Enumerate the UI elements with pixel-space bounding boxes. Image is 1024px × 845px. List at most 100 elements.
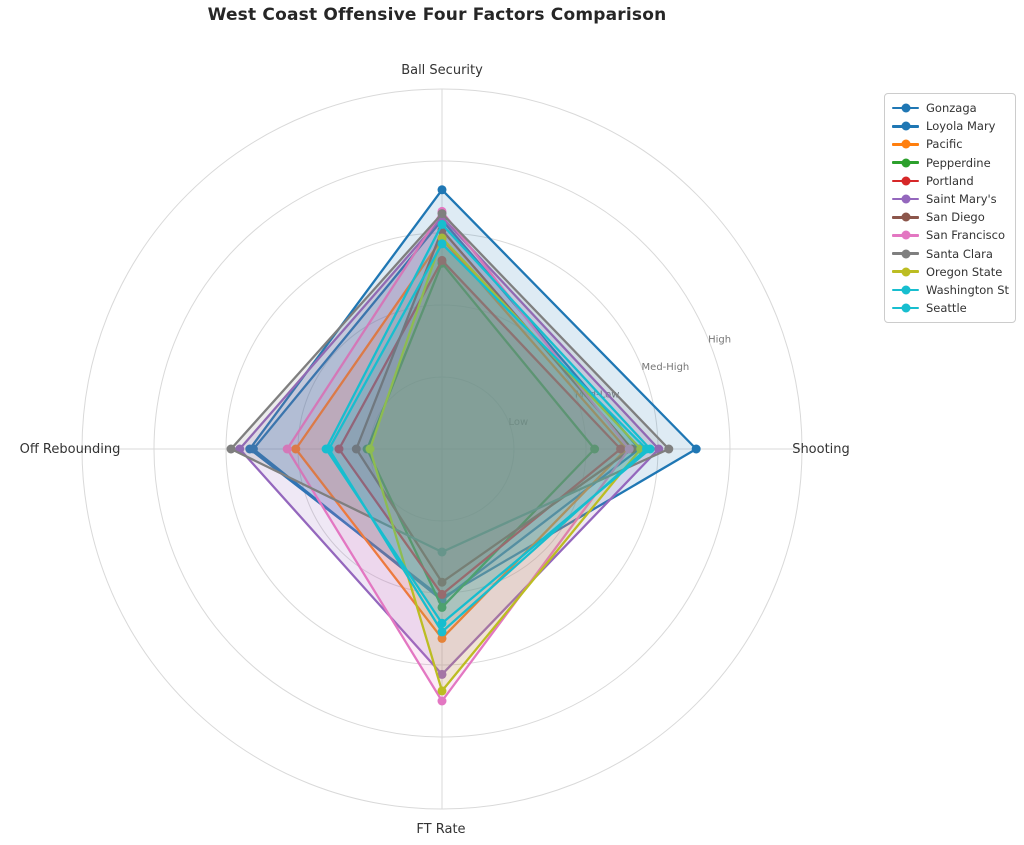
axis-label-off-rebounding: Off Rebounding — [20, 442, 121, 457]
legend-line-marker-icon — [892, 121, 919, 131]
legend-line-marker-icon — [892, 267, 919, 277]
legend-item-label: Washington St — [926, 282, 1010, 297]
radial-tick-label: Low — [509, 417, 529, 428]
series-fill — [367, 263, 595, 608]
series-point — [324, 444, 334, 454]
legend-item: Oregon State — [892, 263, 1008, 281]
series-point — [437, 547, 447, 557]
legend-item-label: Portland — [926, 173, 974, 188]
series-oregon-state — [365, 233, 646, 696]
series-point — [437, 185, 447, 195]
series-point — [437, 602, 447, 612]
legend-dot-icon — [901, 121, 910, 131]
radial-tick-label: Med-Low — [575, 389, 619, 400]
legend-dot-icon — [901, 158, 910, 168]
series-point — [437, 589, 447, 599]
series-point — [654, 444, 664, 454]
legend-line-marker-icon — [892, 212, 919, 222]
legend-item-label: San Francisco — [926, 228, 1006, 243]
radial-tick-label: High — [708, 334, 731, 345]
legend-dot-icon — [901, 267, 910, 277]
series-point — [365, 444, 375, 454]
legend-item-label: Gonzaga — [926, 101, 977, 116]
series-point — [291, 444, 301, 454]
legend-item-label: Seattle — [926, 301, 967, 316]
legend-item-label: Oregon State — [926, 264, 1003, 279]
radial-tick-label: Med-High — [642, 362, 690, 373]
series-point — [334, 444, 344, 454]
series-point — [437, 627, 447, 637]
legend-line-marker-icon — [892, 176, 919, 186]
series-fill — [329, 243, 647, 632]
legend-dot-icon — [901, 194, 910, 204]
legend-item-label: Loyola Mary — [926, 119, 996, 134]
series-point — [437, 219, 447, 229]
legend-item: Washington St — [892, 281, 1010, 299]
chart-title: West Coast Offensive Four Factors Compar… — [207, 5, 667, 25]
axis-label-shooting: Shooting — [792, 442, 850, 457]
legend-item: San Francisco — [892, 226, 1008, 244]
legend-line-marker-icon — [892, 230, 919, 240]
legend-item-label: Santa Clara — [926, 246, 993, 261]
legend-item: Loyola Mary — [892, 117, 1008, 135]
series-fill — [370, 238, 641, 691]
legend-line-marker-icon — [892, 194, 919, 204]
legend-item-label: San Diego — [926, 210, 985, 225]
series-point — [642, 444, 651, 454]
legend-dot-icon — [901, 212, 910, 222]
series-fill — [295, 238, 627, 639]
series-point — [437, 686, 447, 696]
legend-line-marker-icon — [892, 249, 919, 259]
axis-label-ft-rate: FT Rate — [416, 822, 465, 837]
legend: Gonzaga Loyola Mary Pacific Pepperdine Portl… — [884, 93, 1016, 324]
series-point — [351, 444, 361, 454]
legend-item: Pepperdine — [892, 154, 1008, 172]
series-point — [226, 444, 236, 454]
series-seattle — [324, 239, 651, 637]
series-fill — [339, 260, 621, 595]
series-fill — [239, 217, 659, 675]
legend-dot-icon — [901, 139, 910, 149]
legend-item: Santa Clara — [892, 245, 1008, 263]
series-point — [437, 696, 447, 706]
legend-item: Pacific — [892, 135, 1008, 153]
series-point — [437, 239, 447, 249]
legend-line-marker-icon — [892, 103, 919, 113]
series-point — [616, 444, 626, 454]
series-point — [437, 209, 447, 219]
series-point — [664, 444, 674, 454]
legend-item: San Diego — [892, 208, 1008, 226]
legend-item-label: Saint Mary's — [926, 192, 997, 207]
legend-line-marker-icon — [892, 303, 919, 313]
legend-dot-icon — [901, 249, 910, 259]
series-portland — [334, 255, 626, 599]
series-point — [624, 444, 634, 454]
series-point — [437, 618, 447, 628]
legend-dot-icon — [901, 176, 910, 186]
series-point — [437, 577, 447, 587]
series-point — [282, 444, 292, 454]
series-point — [248, 444, 258, 454]
series-fill — [287, 211, 630, 701]
legend-item-label: Pepperdine — [926, 155, 991, 170]
legend-item-label: Pacific — [926, 137, 963, 152]
legend-dot-icon — [901, 230, 910, 240]
series-point — [437, 633, 447, 643]
legend-dot-icon — [901, 303, 910, 313]
series-saint-mary-s — [235, 212, 664, 679]
series-point — [437, 669, 447, 679]
legend-item: Gonzaga — [892, 99, 1008, 117]
legend-dot-icon — [901, 285, 910, 295]
axis-label-ball-security: Ball Security — [401, 63, 483, 78]
series-point — [590, 444, 600, 454]
legend-line-marker-icon — [892, 139, 919, 149]
legend-line-marker-icon — [892, 158, 919, 168]
legend-line-marker-icon — [892, 285, 919, 295]
legend-dot-icon — [901, 103, 910, 113]
series-point — [437, 255, 447, 265]
series-fill — [249, 189, 697, 599]
legend-item: Saint Mary's — [892, 190, 1008, 208]
legend-item: Portland — [892, 172, 1008, 190]
series-fill — [356, 230, 633, 583]
